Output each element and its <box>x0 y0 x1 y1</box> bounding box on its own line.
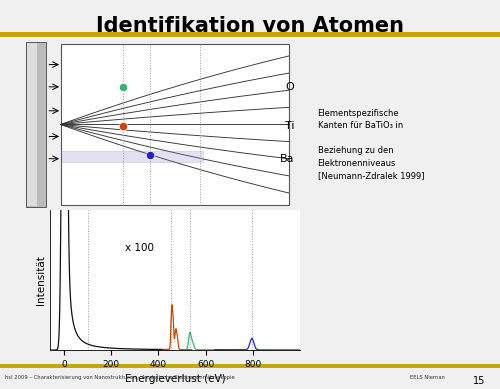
Y-axis label: Intensität: Intensität <box>36 255 46 305</box>
Text: EELS Nieman: EELS Nieman <box>410 375 445 380</box>
Bar <box>60 151 203 162</box>
X-axis label: Energieverlust (eV): Energieverlust (eV) <box>124 374 226 384</box>
Text: Identifikation von Atomen: Identifikation von Atomen <box>96 16 404 35</box>
Text: x 100: x 100 <box>126 243 154 253</box>
Text: O: O <box>286 82 294 92</box>
Text: Elementspezifische
Kanten für BaTiO₃ in

Beziehung zu den
Elektronenniveaus
[Neu: Elementspezifische Kanten für BaTiO₃ in … <box>318 109 424 180</box>
Text: Ba: Ba <box>280 154 294 164</box>
Text: 15: 15 <box>472 376 485 386</box>
Text: hsl 2009 – Charakterisierung von Nanostrukturen – Analytische Elektronenmikrosko: hsl 2009 – Charakterisierung von Nanostr… <box>5 375 235 380</box>
Bar <box>60 44 288 205</box>
Bar <box>27 43 37 206</box>
Text: Ti: Ti <box>285 121 294 131</box>
Bar <box>26 42 46 207</box>
